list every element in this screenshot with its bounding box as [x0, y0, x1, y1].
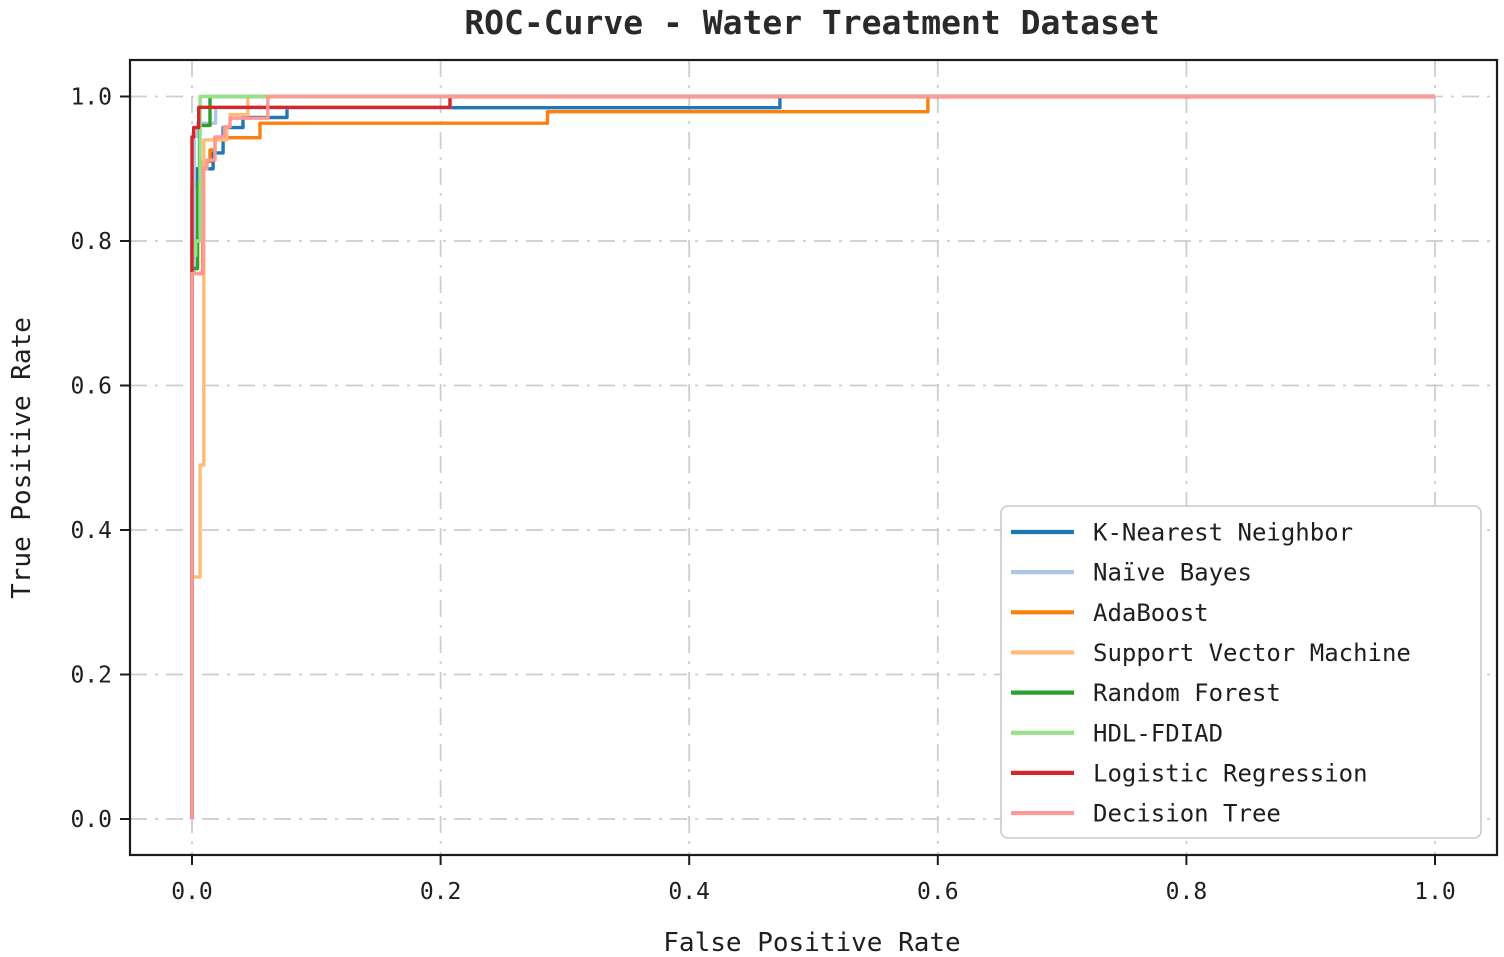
legend-label-k-nearest-neighbor: K-Nearest Neighbor	[1093, 519, 1353, 547]
y-tick-label: 0.4	[70, 518, 112, 544]
plot-border	[128, 58, 1499, 857]
legend-item-adaboost: AdaBoost	[1011, 599, 1209, 627]
x-tick-label: 0.6	[917, 879, 959, 905]
y-tick-label: 1.0	[70, 85, 112, 111]
y-tick-label: 0.0	[70, 807, 112, 833]
y-tick-label: 0.6	[70, 374, 112, 400]
legend-box	[1000, 505, 1482, 839]
curve-support-vector-machine	[190, 94, 1435, 819]
y-tick-label: 0.2	[70, 663, 112, 689]
y-tick-labels: 0.0 0.2 0.4 0.6 0.8 1.0	[70, 85, 112, 834]
tick-marks	[120, 95, 1436, 865]
chart-title: ROC-Curve - Water Treatment Dataset	[464, 3, 1159, 42]
legend-item-support-vector-machine: Support Vector Machine	[1011, 639, 1411, 667]
legend-item-logistic-regression: Logistic Regression	[1011, 759, 1368, 787]
x-tick-label: 0.0	[171, 879, 213, 905]
x-tick-label: 1.0	[1414, 879, 1456, 905]
legend-label-adaboost: AdaBoost	[1093, 599, 1209, 627]
curve-decision-tree	[190, 94, 1435, 819]
x-tick-labels: 0.0 0.2 0.4 0.6 0.8 1.0	[171, 879, 1456, 905]
legend-label-hdl-fdiad: HDL-FDIAD	[1093, 719, 1223, 747]
x-tick-label: 0.8	[1166, 879, 1208, 905]
legend-item-k-nearest-neighbor: K-Nearest Neighbor	[1011, 519, 1353, 547]
y-axis-label: True Positive Rate	[7, 317, 37, 599]
legend-item-random-forest: Random Forest	[1011, 679, 1281, 707]
axes-spines	[128, 58, 1499, 857]
legend-label-random-forest: Random Forest	[1093, 679, 1281, 707]
legend-label-decision-tree: Decision Tree	[1093, 800, 1281, 828]
x-tick-label: 0.4	[668, 879, 710, 905]
curve-logistic-regression	[190, 94, 1435, 819]
legend-item-hdl-fdiad: HDL-FDIAD	[1011, 719, 1223, 747]
roc-curves	[190, 94, 1435, 819]
legend: K-Nearest Neighbor Naïve Bayes AdaBoost Sup…	[1000, 505, 1482, 839]
legend-item-na-ve-bayes: Naïve Bayes	[1011, 559, 1252, 587]
legend-label-logistic-regression: Logistic Regression	[1093, 759, 1368, 787]
legend-item-decision-tree: Decision Tree	[1011, 800, 1281, 828]
x-tick-label: 0.2	[420, 879, 462, 905]
y-tick-label: 0.8	[70, 229, 112, 255]
x-axis-label: False Positive Rate	[663, 928, 960, 957]
legend-label-support-vector-machine: Support Vector Machine	[1093, 639, 1411, 667]
legend-label-na-ve-bayes: Naïve Bayes	[1093, 559, 1252, 587]
